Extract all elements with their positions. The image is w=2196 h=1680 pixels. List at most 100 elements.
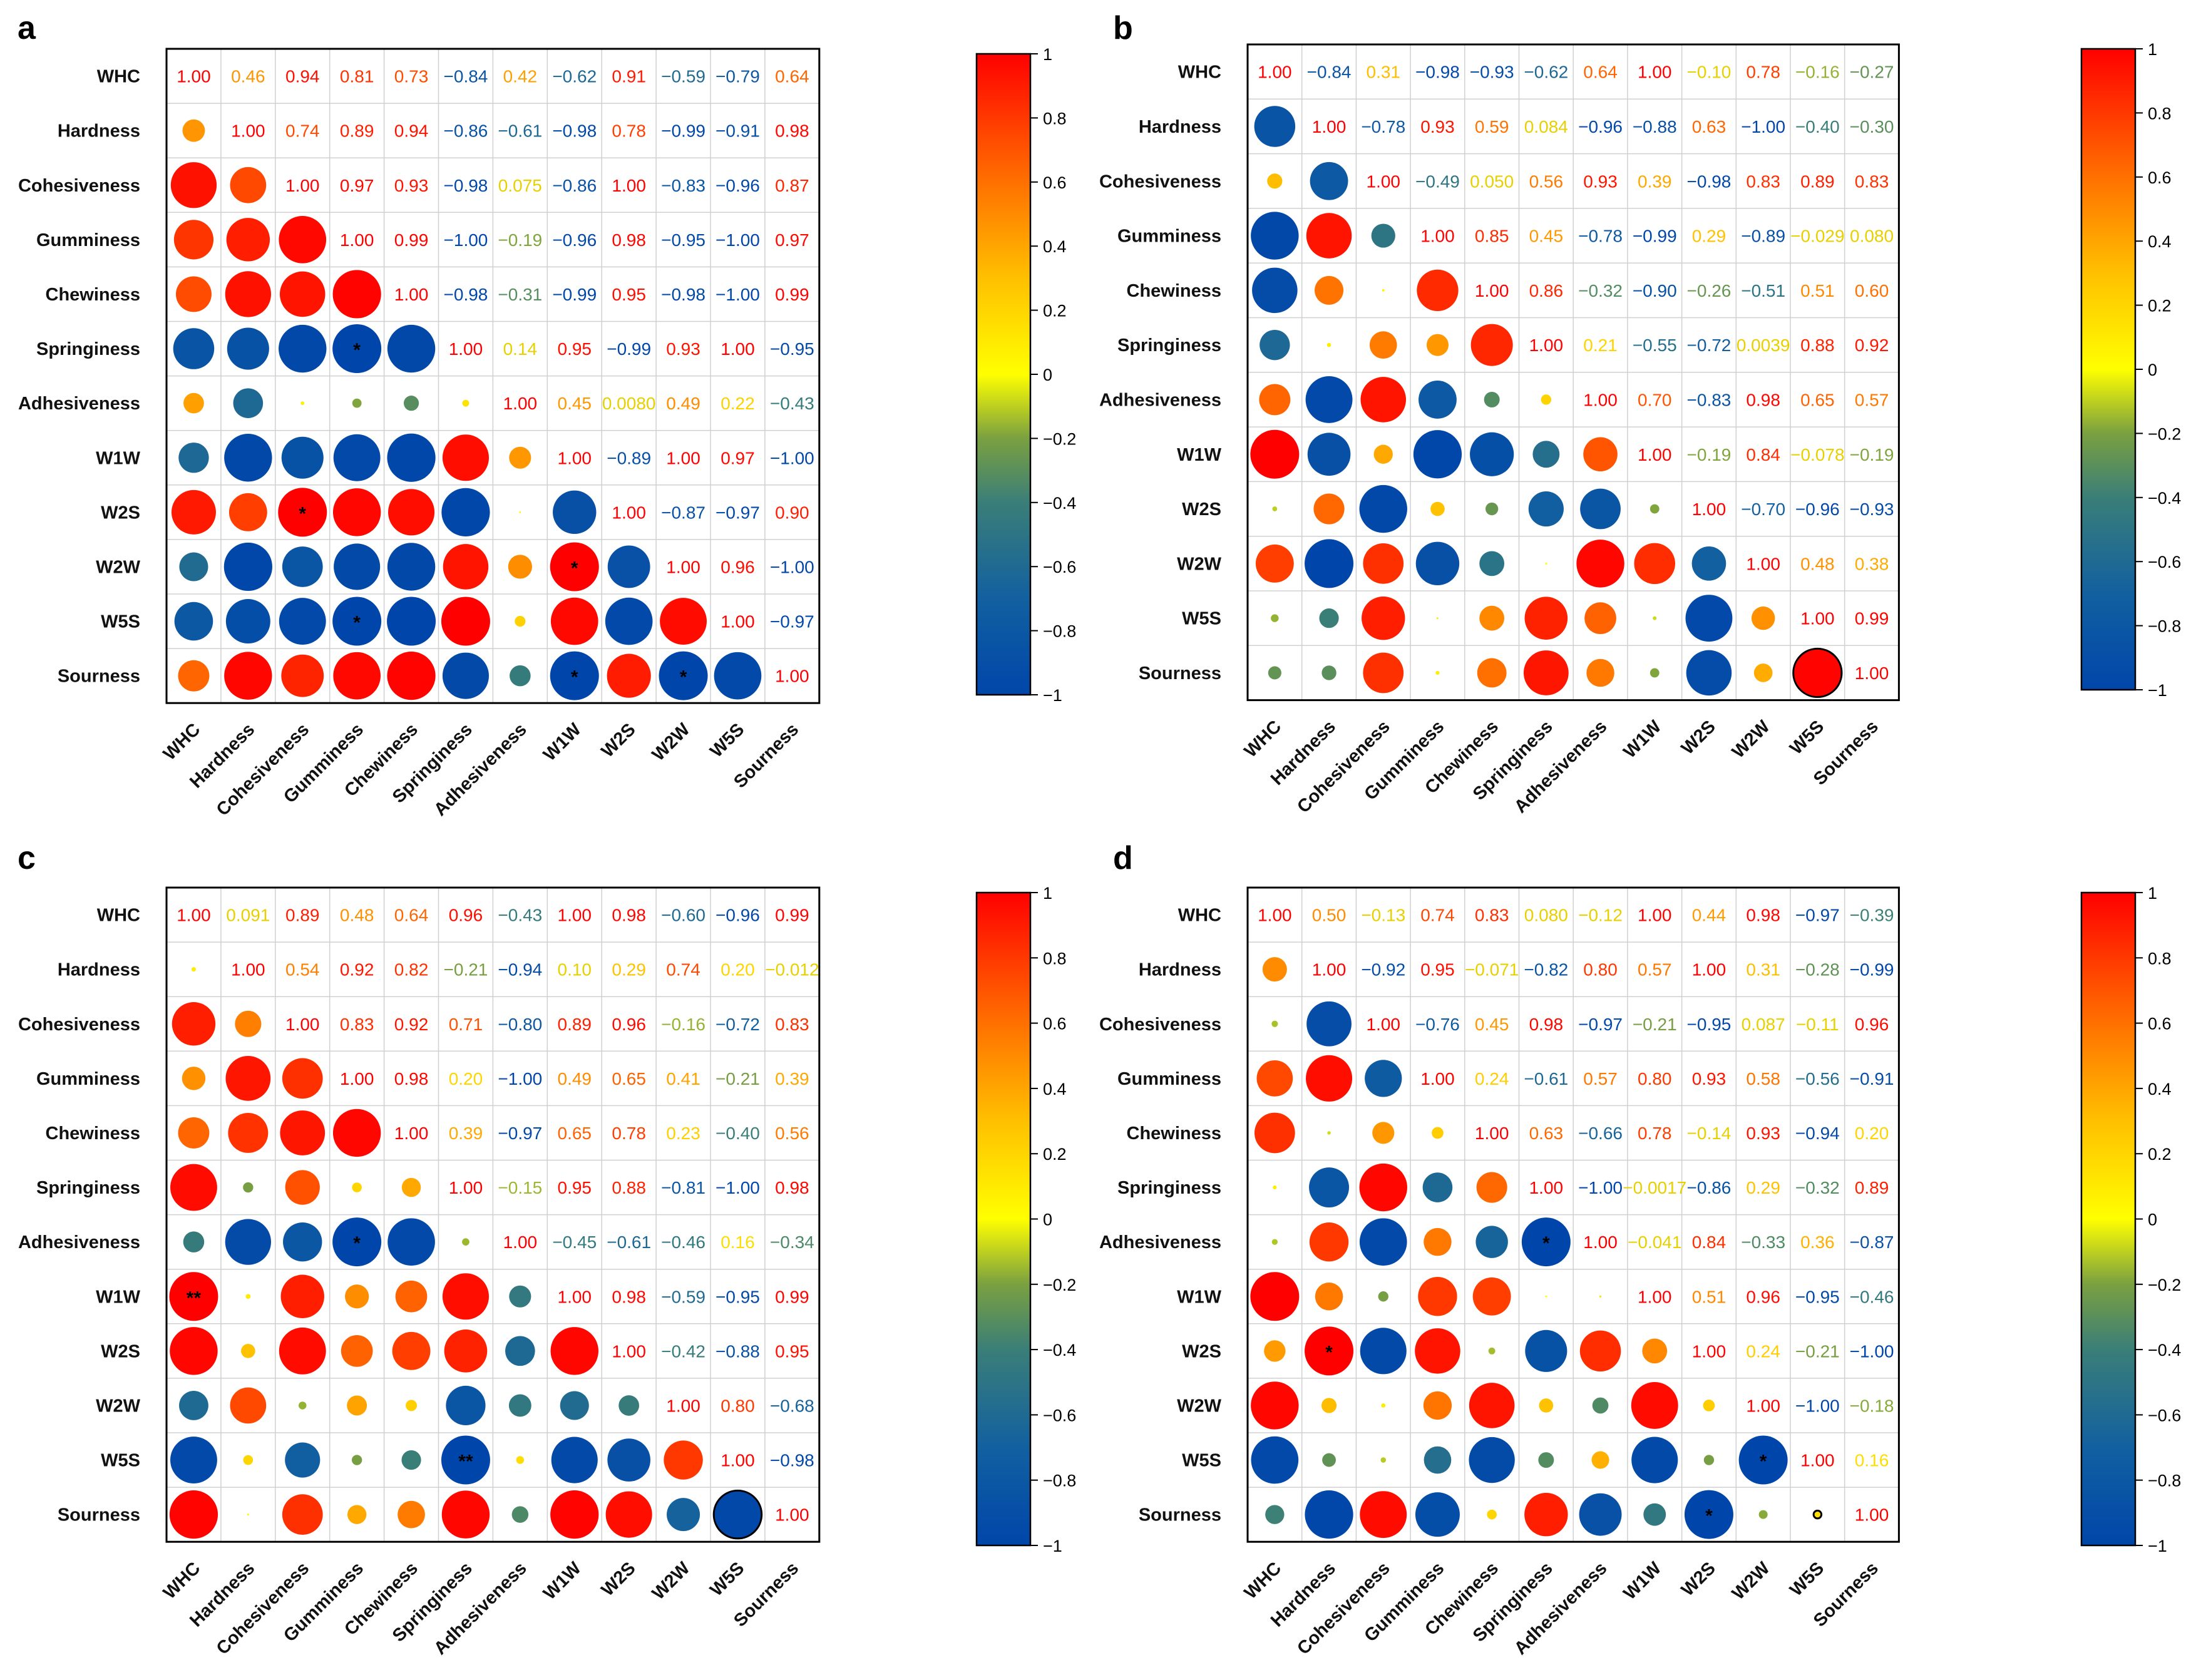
colorbar-tick-label: 0.2 <box>2148 297 2172 315</box>
correlation-circle <box>279 598 326 645</box>
correlation-circle <box>1372 1122 1395 1144</box>
grid-lines <box>1248 44 1899 700</box>
correlation-circle <box>387 433 436 482</box>
row-label: WHC <box>1178 906 1221 926</box>
panel-label: c <box>18 840 36 876</box>
correlation-circle <box>1265 1505 1285 1524</box>
correlation-circle <box>1485 502 1499 516</box>
correlation-circle <box>333 434 381 481</box>
correlation-circle <box>1435 670 1440 675</box>
correlation-circle <box>403 396 419 411</box>
correlation-circle <box>1305 1490 1353 1539</box>
correlation-value: 0.50 <box>1312 906 1347 925</box>
correlation-circle <box>1250 429 1300 479</box>
correlation-circle <box>1319 608 1339 628</box>
panel-a: a1.00 0.46 0.94 0.81 0.73 −0.84 0.42 −0.62 0.91−… <box>18 10 1076 820</box>
correlation-value: 0.82 <box>394 960 429 980</box>
row-label: Hardness <box>58 121 140 141</box>
correlation-circle <box>1758 1510 1768 1519</box>
correlation-circle <box>279 1327 326 1375</box>
correlation-circle <box>462 399 469 407</box>
correlation-circle <box>510 665 531 687</box>
row-label: W2W <box>1177 1396 1222 1416</box>
correlation-value: 0.89 <box>1800 172 1835 191</box>
significance-star: * <box>571 558 578 578</box>
row-label: Sourness <box>58 667 140 687</box>
correlation-circle <box>1415 541 1460 586</box>
correlation-circle <box>509 1285 531 1308</box>
correlation-value: −0.041 <box>1628 1232 1681 1252</box>
correlation-value: −0.49 <box>1415 172 1460 191</box>
correlation-value: 0.71 <box>449 1015 483 1034</box>
correlation-circle <box>1650 504 1660 514</box>
row-label: Gumminess <box>36 230 140 250</box>
correlation-circle <box>1315 1283 1343 1311</box>
correlation-circle <box>667 1498 700 1532</box>
correlation-value: −0.26 <box>1687 281 1732 300</box>
correlation-circle <box>605 1491 652 1538</box>
correlation-value: 1.00 <box>1692 960 1727 980</box>
colorbar-tick-label: 0.4 <box>1043 237 1067 256</box>
correlation-value: 0.58 <box>1746 1069 1780 1088</box>
correlation-circle <box>1528 491 1564 527</box>
correlation-circle <box>170 1437 217 1483</box>
correlation-circle <box>1418 1277 1457 1316</box>
correlation-circle <box>618 1395 640 1416</box>
correlation-value: −0.43 <box>498 906 542 925</box>
correlation-circle <box>1751 606 1775 630</box>
correlation-circle <box>560 1391 589 1420</box>
correlation-value: 1.00 <box>612 503 646 522</box>
correlation-value: −0.86 <box>1687 1178 1732 1197</box>
correlation-value: 0.74 <box>1420 906 1455 925</box>
row-label: Adhesiveness <box>1099 1232 1221 1252</box>
correlation-value: 0.98 <box>1746 906 1780 925</box>
colorbar: 1 0.8 0.6 0.4 0.2 0 −0.2 −0.4 −0.6 −0.8 −1 <box>2080 40 2181 700</box>
row-label: W2S <box>101 1341 140 1361</box>
correlation-value: −0.19 <box>1687 445 1732 464</box>
correlation-value: 1.00 <box>558 448 592 468</box>
correlation-circle <box>441 488 490 536</box>
row-label: Chewiness <box>1127 281 1222 301</box>
colorbar-tick-label: 1 <box>1043 884 1052 903</box>
column-label: WHC <box>1241 717 1286 762</box>
correlation-value: −0.56 <box>1795 1069 1840 1088</box>
correlation-circle <box>243 1182 254 1193</box>
correlation-value: 0.98 <box>1746 390 1780 409</box>
correlation-circle <box>1373 444 1393 464</box>
correlation-circle <box>607 1438 650 1482</box>
correlation-value: −0.96 <box>552 230 597 250</box>
colorbar-tick-label: 0.8 <box>2148 949 2172 968</box>
row-label: WHC <box>97 906 140 926</box>
row-label: Gumminess <box>1117 227 1221 247</box>
correlation-circle <box>1476 1172 1507 1203</box>
correlation-value: 1.00 <box>1692 1341 1727 1361</box>
correlation-circle <box>1321 665 1337 680</box>
correlation-value: 0.99 <box>1855 609 1889 628</box>
colorbar-tick-label: 1 <box>1043 45 1052 64</box>
colorbar-tick-label: 0 <box>1043 366 1052 384</box>
correlation-circle <box>1272 506 1278 511</box>
correlation-value: 0.91 <box>612 67 646 86</box>
correlation-circle <box>352 1182 362 1192</box>
correlation-circle <box>1545 1295 1547 1298</box>
correlation-value: 0.23 <box>666 1124 700 1143</box>
correlation-value: 1.00 <box>1367 1015 1401 1034</box>
correlation-value: −0.92 <box>1361 960 1405 980</box>
correlation-value: 0.78 <box>612 1124 646 1143</box>
correlation-value: 0.97 <box>340 176 374 195</box>
column-label: W2S <box>1678 717 1720 759</box>
correlation-circle <box>173 220 214 260</box>
column-label: W1W <box>540 1558 585 1604</box>
correlation-value: 0.87 <box>775 176 809 195</box>
correlation-value: 1.00 <box>1855 663 1889 683</box>
correlation-value: 0.98 <box>612 906 646 925</box>
correlation-circle <box>1576 540 1624 588</box>
correlation-circle <box>1306 1001 1352 1047</box>
correlation-value: 0.16 <box>1855 1451 1889 1470</box>
colorbar-tick-label: 0.6 <box>1043 173 1067 192</box>
correlation-circle <box>1305 376 1353 423</box>
correlation-circle <box>387 543 436 591</box>
correlation-value: 0.64 <box>394 906 429 925</box>
correlation-circle <box>1684 1490 1733 1539</box>
correlation-value: 0.86 <box>1529 281 1564 300</box>
